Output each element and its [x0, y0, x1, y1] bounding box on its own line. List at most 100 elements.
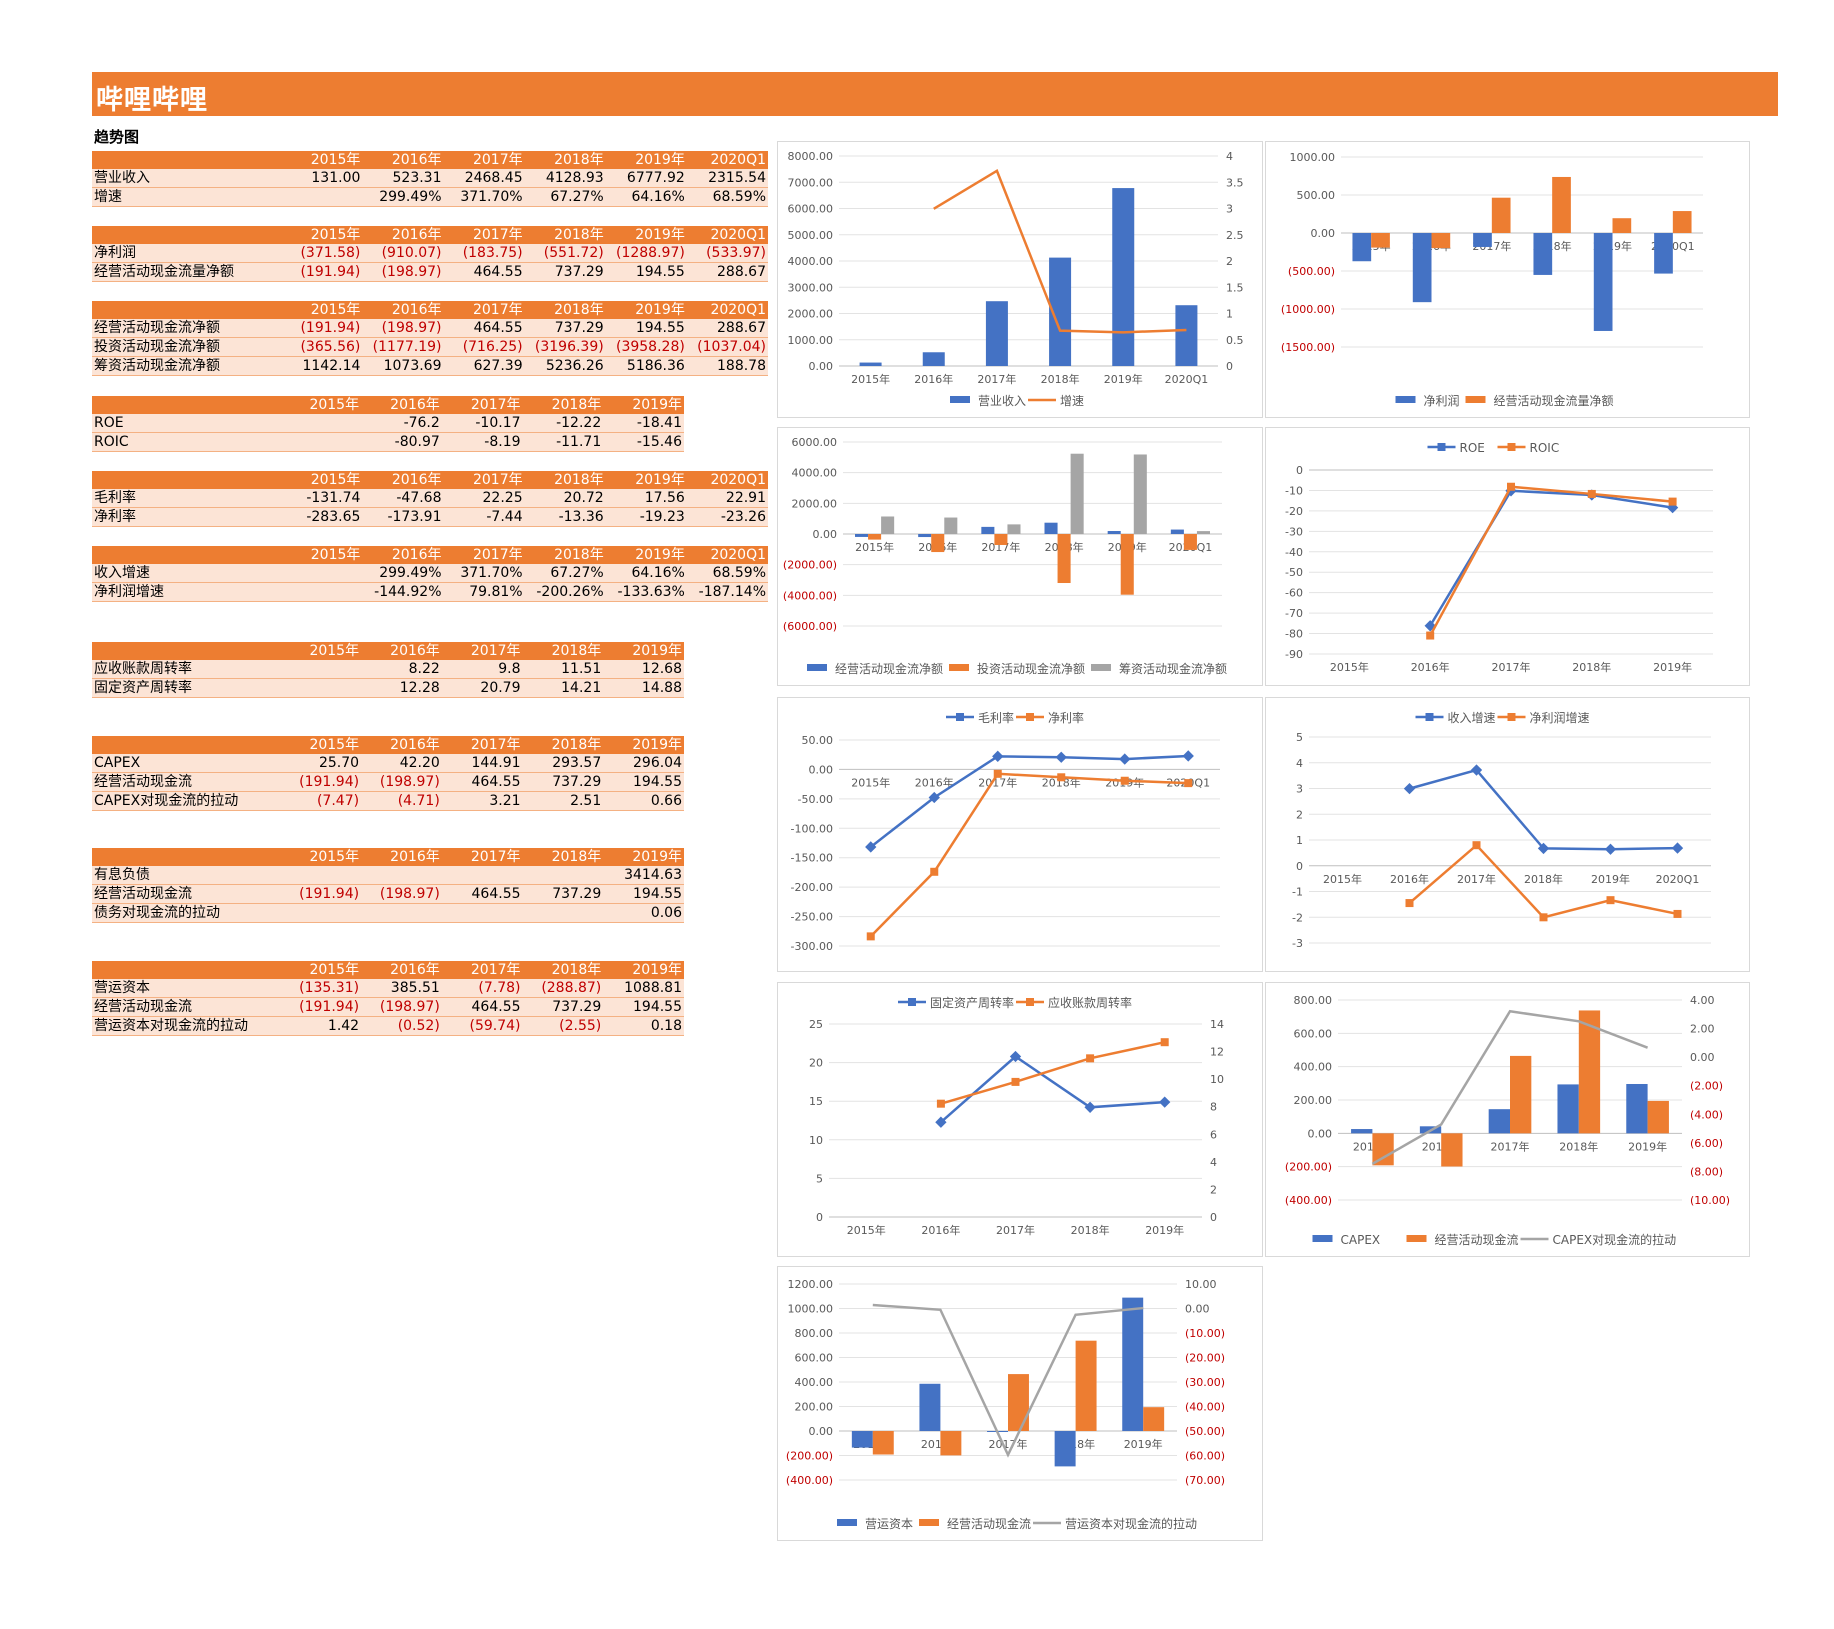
legend-label: 投资活动现金流净额 — [977, 661, 1085, 676]
section-title: 趋势图 — [94, 128, 140, 146]
x-tick-label: 2020Q1 — [1656, 873, 1700, 886]
column-header: 2017年 — [441, 736, 523, 754]
table-cell: 64.16% — [605, 187, 687, 207]
legend-label: 净利润 — [1424, 394, 1460, 408]
bar — [851, 1431, 873, 1448]
y-tick-label: 20 — [809, 1057, 823, 1070]
series-line — [869, 754, 1189, 848]
bar — [1578, 1010, 1601, 1134]
table-header: 2015年 2016年 2017年 2018年 2019年 2020Q1 — [92, 151, 768, 169]
table-cell: 737.29 — [522, 884, 604, 904]
table-cell — [361, 866, 442, 885]
x-tick-label: 2015年 — [851, 775, 890, 789]
table-row: ROIC -80.97 -8.19 -11.71 -15.46 — [92, 432, 684, 452]
table-cell: 64.16% — [605, 564, 687, 583]
column-header: 2015年 — [284, 642, 362, 660]
table-cell: 288.67 — [686, 319, 768, 338]
x-tick-label: 2018年 — [1524, 872, 1563, 886]
table-cell — [284, 660, 362, 679]
table-row: 投资活动现金流净额 (365.56) (1177.19) (716.25) (3196.… — [92, 337, 768, 357]
bar — [1107, 531, 1121, 534]
table-cell: 1.42 — [284, 1016, 362, 1036]
table-cell: 3414.63 — [603, 866, 684, 885]
data-point — [1159, 1096, 1171, 1108]
table-cell: 194.55 — [603, 997, 684, 1017]
table-cell: 523.31 — [362, 169, 444, 188]
column-header: 2015年 — [285, 226, 363, 244]
y-tick-label: 5 — [1296, 731, 1303, 744]
table-cell: 0.06 — [603, 903, 684, 923]
table-cell: 464.55 — [443, 319, 525, 338]
table-cell: 288.67 — [686, 262, 768, 282]
bar — [1049, 257, 1072, 366]
table-cell: 12.28 — [361, 678, 442, 698]
table-cell: 1073.69 — [362, 356, 444, 376]
chart-panel-8: 800.00 600.00 400.00 200.00 0.00 (200.00) (400… — [1265, 982, 1750, 1257]
y2-tick-label: (50.00) — [1185, 1425, 1225, 1438]
bar — [1196, 531, 1210, 534]
row-label: 增速 — [92, 187, 286, 207]
y2-tick-label: 12 — [1210, 1046, 1224, 1059]
y-tick-label: 600.00 — [795, 1352, 834, 1365]
legend-swatch — [1091, 664, 1111, 671]
bar — [1143, 1407, 1165, 1431]
bar — [1412, 233, 1432, 303]
table-cell: 67.27% — [524, 564, 606, 583]
x-tick-label: 2015年 — [1330, 660, 1369, 674]
legend-marker — [1425, 713, 1434, 721]
bar — [985, 301, 1008, 366]
table-cell: 11.51 — [522, 660, 604, 679]
bar — [918, 534, 932, 538]
header-corner — [92, 471, 286, 489]
data-point — [1086, 1054, 1095, 1063]
table-cell: -173.91 — [362, 507, 444, 527]
bar — [1175, 305, 1198, 366]
y-tick-label: 10 — [809, 1134, 823, 1147]
column-header: 2016年 — [361, 642, 442, 660]
bar — [1552, 176, 1571, 233]
data-table-8: 2015年 2016年 2017年 2018年 2019年 CAPEX 25.70 42.20… — [92, 736, 684, 811]
series-line — [940, 1040, 1165, 1105]
y-tick-label: -1 — [1292, 886, 1303, 899]
column-header: 2020Q1 — [686, 301, 768, 319]
column-header: 2016年 — [361, 848, 442, 866]
x-tick-label: 2016年 — [914, 372, 953, 386]
table-row: 有息负债 3414.63 — [92, 866, 684, 885]
legend-swatch — [1465, 396, 1486, 403]
table-row: 净利润 (371.58) (910.07) (183.75) (551.72) (1288… — [92, 244, 768, 263]
data-point — [930, 867, 939, 876]
table-cell: 8.22 — [361, 660, 442, 679]
table-cell: 20.72 — [524, 489, 606, 508]
column-header: 2020Q1 — [686, 151, 768, 169]
chart-svg: 800.00 600.00 400.00 200.00 0.00 (200.00) (400… — [1285, 994, 1730, 1247]
column-header: 2018年 — [524, 471, 606, 489]
table-cell: (191.94) — [284, 772, 362, 792]
column-header: 2018年 — [524, 151, 606, 169]
table-cell — [522, 903, 604, 923]
bar — [1070, 453, 1084, 534]
column-header: 2018年 — [524, 546, 606, 564]
y-tick-label: 4000.00 — [788, 255, 834, 268]
legend-swatch — [950, 396, 970, 403]
bar — [1183, 534, 1197, 550]
legend-swatch — [1312, 1235, 1333, 1242]
bar — [1057, 534, 1071, 584]
table-row: 净利润增速 -144.92% 79.81% -200.26% -133.63% -187.… — [92, 582, 768, 602]
row-label: 债务对现金流的拉动 — [92, 903, 285, 923]
row-label: 投资活动现金流净额 — [92, 337, 286, 357]
table-header: 2015年 2016年 2017年 2018年 2019年 — [92, 396, 684, 414]
legend-label: 毛利率 — [978, 710, 1014, 725]
table-row: 经营活动现金流 (191.94) (198.97) 464.55 737.29 194.5… — [92, 997, 684, 1017]
data-point — [1405, 899, 1414, 908]
y2-tick-label: 3 — [1226, 203, 1233, 216]
table-cell: 737.29 — [524, 262, 606, 282]
bar — [1044, 522, 1058, 534]
header-corner — [92, 546, 286, 564]
table-cell — [522, 866, 604, 885]
table-cell: 464.55 — [441, 772, 523, 792]
table-cell: -283.65 — [285, 507, 363, 527]
legend-marker — [1026, 998, 1034, 1006]
table-cell: 1088.81 — [603, 979, 684, 998]
header-corner — [92, 642, 285, 660]
y-tick-label: 800.00 — [1294, 994, 1333, 1007]
